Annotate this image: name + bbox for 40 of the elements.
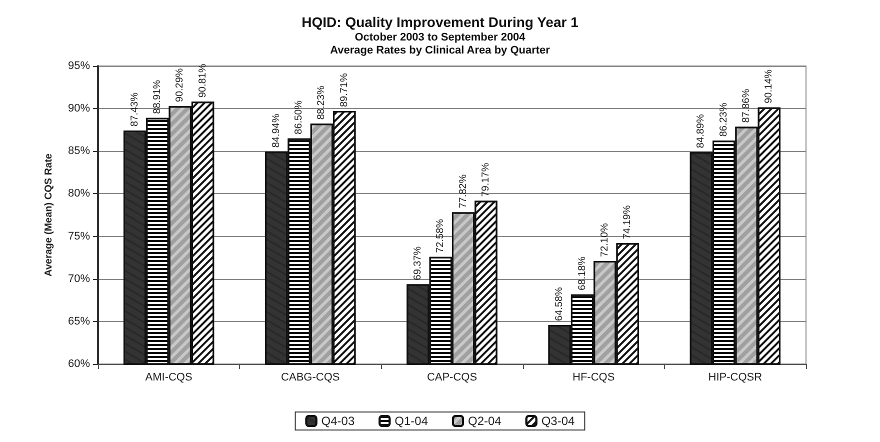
data-label: 68.18%: [576, 256, 588, 290]
data-label: 77.82%: [458, 174, 469, 208]
data-label: 90.81%: [197, 64, 208, 98]
x-tick-label: HF-CQS: [572, 372, 615, 384]
y-tick-label: 75%: [68, 230, 90, 242]
legend-label: Q2-04: [468, 414, 502, 428]
legend-label: Q3-04: [541, 414, 576, 428]
data-label: 74.19%: [622, 205, 634, 240]
x-tick-label: HIP-CQSR: [708, 372, 762, 384]
chart-title: HQID: Quality Improvement During Year 1: [302, 14, 579, 30]
x-tick-label: CAP-CQS: [426, 372, 478, 384]
legend-label: Q1-04: [394, 414, 428, 428]
y-axis-title: Average (Mean) CQS Rate: [44, 153, 54, 276]
y-tick-label: 90%: [68, 102, 90, 115]
data-label: 90.14%: [764, 69, 775, 104]
y-tick-label: 85%: [68, 145, 90, 158]
data-label: 84.94%: [270, 114, 282, 148]
data-label: 86.50%: [294, 100, 305, 134]
data-label: 72.58%: [435, 218, 446, 253]
data-label: 84.89%: [696, 114, 707, 148]
data-label: 86.23%: [718, 102, 730, 137]
data-label: 72.10%: [599, 222, 610, 257]
legend-label: Q4-03: [321, 414, 355, 428]
data-label: 69.37%: [412, 246, 424, 280]
y-tick-label: 80%: [68, 188, 90, 200]
data-label: 89.71%: [338, 73, 350, 108]
data-label: 88.23%: [316, 86, 328, 120]
x-tick-label: AMI-CQS: [145, 372, 192, 384]
data-label: 79.17%: [480, 162, 492, 197]
data-label: 87.86%: [741, 88, 752, 123]
y-tick-label: 70%: [68, 272, 90, 285]
data-label: 87.43%: [129, 92, 140, 126]
data-label: 88.91%: [152, 80, 163, 114]
chart-subtitle: October 2003 to September 2004 Average Rates by Clinical Area by Quarter: [330, 32, 551, 56]
y-tick-label: 65%: [68, 315, 90, 328]
data-label: 90.29%: [174, 68, 186, 102]
x-tick-label: CABG-CQS: [281, 372, 340, 384]
y-tick-label: 95%: [68, 60, 90, 72]
data-label: 64.58%: [554, 286, 566, 322]
y-tick-label: 60%: [68, 358, 90, 370]
